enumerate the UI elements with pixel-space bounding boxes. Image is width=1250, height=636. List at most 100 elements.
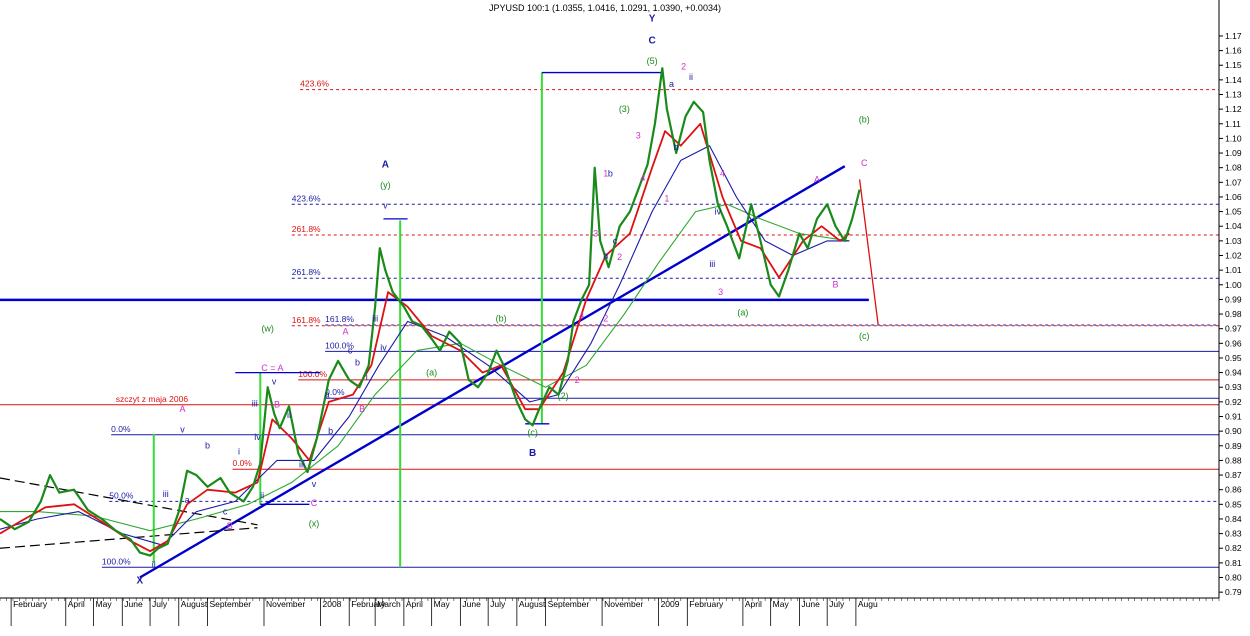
wave-label: A	[382, 160, 389, 171]
y-tick-label: 0.83	[1225, 529, 1242, 539]
wave-label: 1	[603, 168, 608, 178]
fib-label: szczyt z maja 2006	[116, 394, 189, 404]
x-tick-label: February	[13, 599, 48, 609]
wave-label: (b)	[859, 114, 870, 124]
annotation-line	[858, 179, 879, 325]
y-tick-label: 0.94	[1225, 368, 1242, 378]
x-tick-label: July	[829, 599, 845, 609]
wave-label: (a)	[737, 308, 748, 318]
wave-label: i	[238, 447, 240, 457]
wave-label: 3	[636, 130, 641, 140]
wave-label: (a)	[426, 368, 437, 378]
y-tick-label: 0.82	[1225, 543, 1242, 553]
wave-label: v	[383, 201, 388, 211]
wave-label: B	[833, 280, 839, 290]
x-tick-label: July	[490, 599, 506, 609]
y-tick-label: 0.86	[1225, 485, 1242, 495]
fib-label: 161.8%	[325, 314, 354, 324]
series-line	[0, 122, 850, 553]
y-tick-label: 0.93	[1225, 382, 1242, 392]
y-tick-label: 0.90	[1225, 426, 1242, 436]
x-tick-label: May	[96, 599, 113, 609]
fib-lines-layer: 423.6% 423.6% 261.8% 261.8% 161.8% 161.8% 100.…	[0, 79, 1219, 568]
wave-label: c	[223, 507, 228, 517]
wave-label: C = A	[261, 363, 283, 373]
fib-label: 100.0%	[298, 369, 327, 379]
y-tick-label: 1.11	[1225, 119, 1241, 129]
wave-label: v	[272, 376, 277, 386]
y-tick-label: 0.95	[1225, 353, 1242, 363]
y-tick-label: 0.88	[1225, 455, 1242, 465]
x-tick-label: July	[152, 599, 168, 609]
y-tick-label: 0.99	[1225, 294, 1242, 304]
wave-label: ii	[287, 410, 291, 420]
wave-label: C	[861, 158, 868, 168]
wave-label: ii	[689, 72, 693, 82]
wave-label: a	[185, 495, 190, 505]
fib-label: 161.8%	[292, 315, 321, 325]
wave-label: 3	[718, 287, 723, 297]
x-tick-label: April	[745, 599, 762, 609]
annotation-line	[0, 477, 258, 526]
annotation-line	[139, 165, 846, 579]
wave-label: ii	[260, 490, 264, 500]
fib-label: 423.6%	[300, 79, 329, 89]
y-tick-label: 0.79	[1225, 587, 1242, 597]
y-tick-label: 1.00	[1225, 280, 1242, 290]
x-tick-label: June	[124, 599, 143, 609]
x-tick-label: Augu	[858, 599, 878, 609]
wave-label: 2	[617, 252, 622, 262]
y-tick-label: 0.87	[1225, 470, 1242, 480]
price-series-layer	[0, 67, 861, 557]
wave-label: v	[312, 479, 317, 489]
wave-label: a	[324, 389, 329, 399]
wave-label: iv	[254, 432, 261, 442]
wave-label: (y)	[380, 180, 391, 190]
x-tick-label: February	[351, 599, 386, 609]
x-tick-label: April	[406, 599, 423, 609]
y-tick-label: 0.89	[1225, 441, 1242, 451]
wave-label: iii	[163, 489, 169, 499]
wave-label: 2	[575, 375, 580, 385]
wave-label: iii	[252, 398, 258, 408]
wave-label: c	[348, 346, 353, 356]
wave-label: b	[674, 142, 679, 152]
y-tick-label: 1.03	[1225, 236, 1242, 246]
x-tick-label: April	[68, 599, 85, 609]
wave-label: (b)	[496, 313, 507, 323]
fib-label: 0.0%	[111, 424, 131, 434]
y-tick-label: 0.84	[1225, 514, 1242, 524]
y-tick-label: 0.81	[1225, 558, 1242, 568]
wave-label: 1	[664, 193, 669, 203]
y-tick-label: 1.12	[1225, 104, 1242, 114]
wave-label: b	[355, 357, 360, 367]
chart-title: JPYUSD 100:1 (1.0355, 1.0416, 1.0291, 1.…	[489, 3, 721, 13]
wave-label: i	[366, 372, 368, 382]
wave-label: B	[227, 521, 233, 531]
y-tick-label: 1.07	[1225, 177, 1242, 187]
wave-label: v	[180, 425, 185, 435]
y-tick-label: 0.80	[1225, 573, 1242, 583]
y-tick-label: 1.01	[1225, 265, 1242, 275]
y-tick-label: 1.06	[1225, 192, 1242, 202]
y-tick-label: 1.13	[1225, 90, 1242, 100]
x-tick-label: November	[266, 599, 305, 609]
x-tick-label: February	[689, 599, 724, 609]
wave-label: b	[205, 441, 210, 451]
wave-label: b	[328, 426, 333, 436]
series-line	[0, 67, 861, 557]
y-tick-label: 0.85	[1225, 499, 1242, 509]
x-tick-label: August	[181, 599, 208, 609]
y-axis: 0.79 0.80 0.81 0.82 0.83 0.84 0.85 0.86 0.87 0.88…	[1218, 0, 1242, 598]
fib-label: 423.6%	[292, 193, 321, 203]
y-tick-label: 0.97	[1225, 324, 1242, 334]
x-tick-label: September	[548, 599, 590, 609]
wave-label: A	[814, 174, 820, 184]
wave-label: b	[608, 168, 613, 178]
wave-label: (2)	[558, 391, 569, 401]
wave-label: B	[274, 400, 280, 410]
x-tick-label: August	[519, 599, 546, 609]
wave-label: B	[359, 404, 365, 414]
y-tick-label: 1.04	[1225, 221, 1242, 231]
